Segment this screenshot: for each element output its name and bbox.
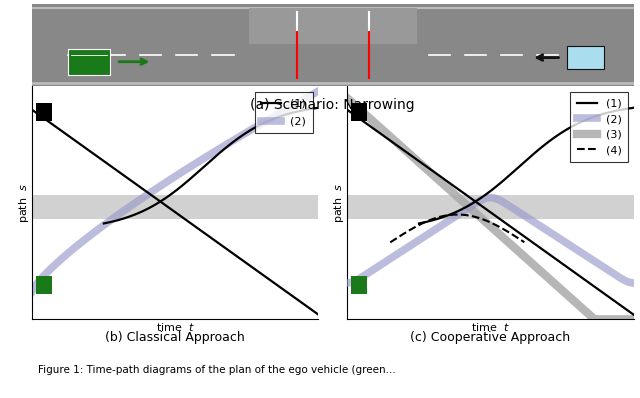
- Text: (b) Classical Approach: (b) Classical Approach: [106, 331, 245, 344]
- Bar: [68, 49, 110, 75]
- Legend: (1), (2), (3), (4): (1), (2), (3), (4): [570, 92, 628, 162]
- Bar: [36, 275, 52, 294]
- Y-axis label: path  $s$: path $s$: [332, 183, 346, 223]
- Text: (c) Cooperative Approach: (c) Cooperative Approach: [410, 331, 570, 344]
- Bar: [568, 46, 604, 69]
- Bar: [248, 8, 417, 43]
- Text: Figure 1: Time-path diagrams of the plan of the ego vehicle (green...: Figure 1: Time-path diagrams of the plan…: [38, 365, 396, 375]
- Y-axis label: path  $s$: path $s$: [17, 183, 31, 223]
- Bar: [32, 195, 319, 219]
- X-axis label: time  $t$: time $t$: [156, 321, 195, 333]
- Bar: [36, 103, 52, 121]
- X-axis label: time  $t$: time $t$: [471, 321, 510, 333]
- Bar: [351, 275, 367, 294]
- Legend: (1), (2): (1), (2): [255, 92, 313, 133]
- Text: (a) Scenario: Narrowing: (a) Scenario: Narrowing: [250, 98, 415, 113]
- Bar: [351, 103, 367, 121]
- Bar: [347, 195, 634, 219]
